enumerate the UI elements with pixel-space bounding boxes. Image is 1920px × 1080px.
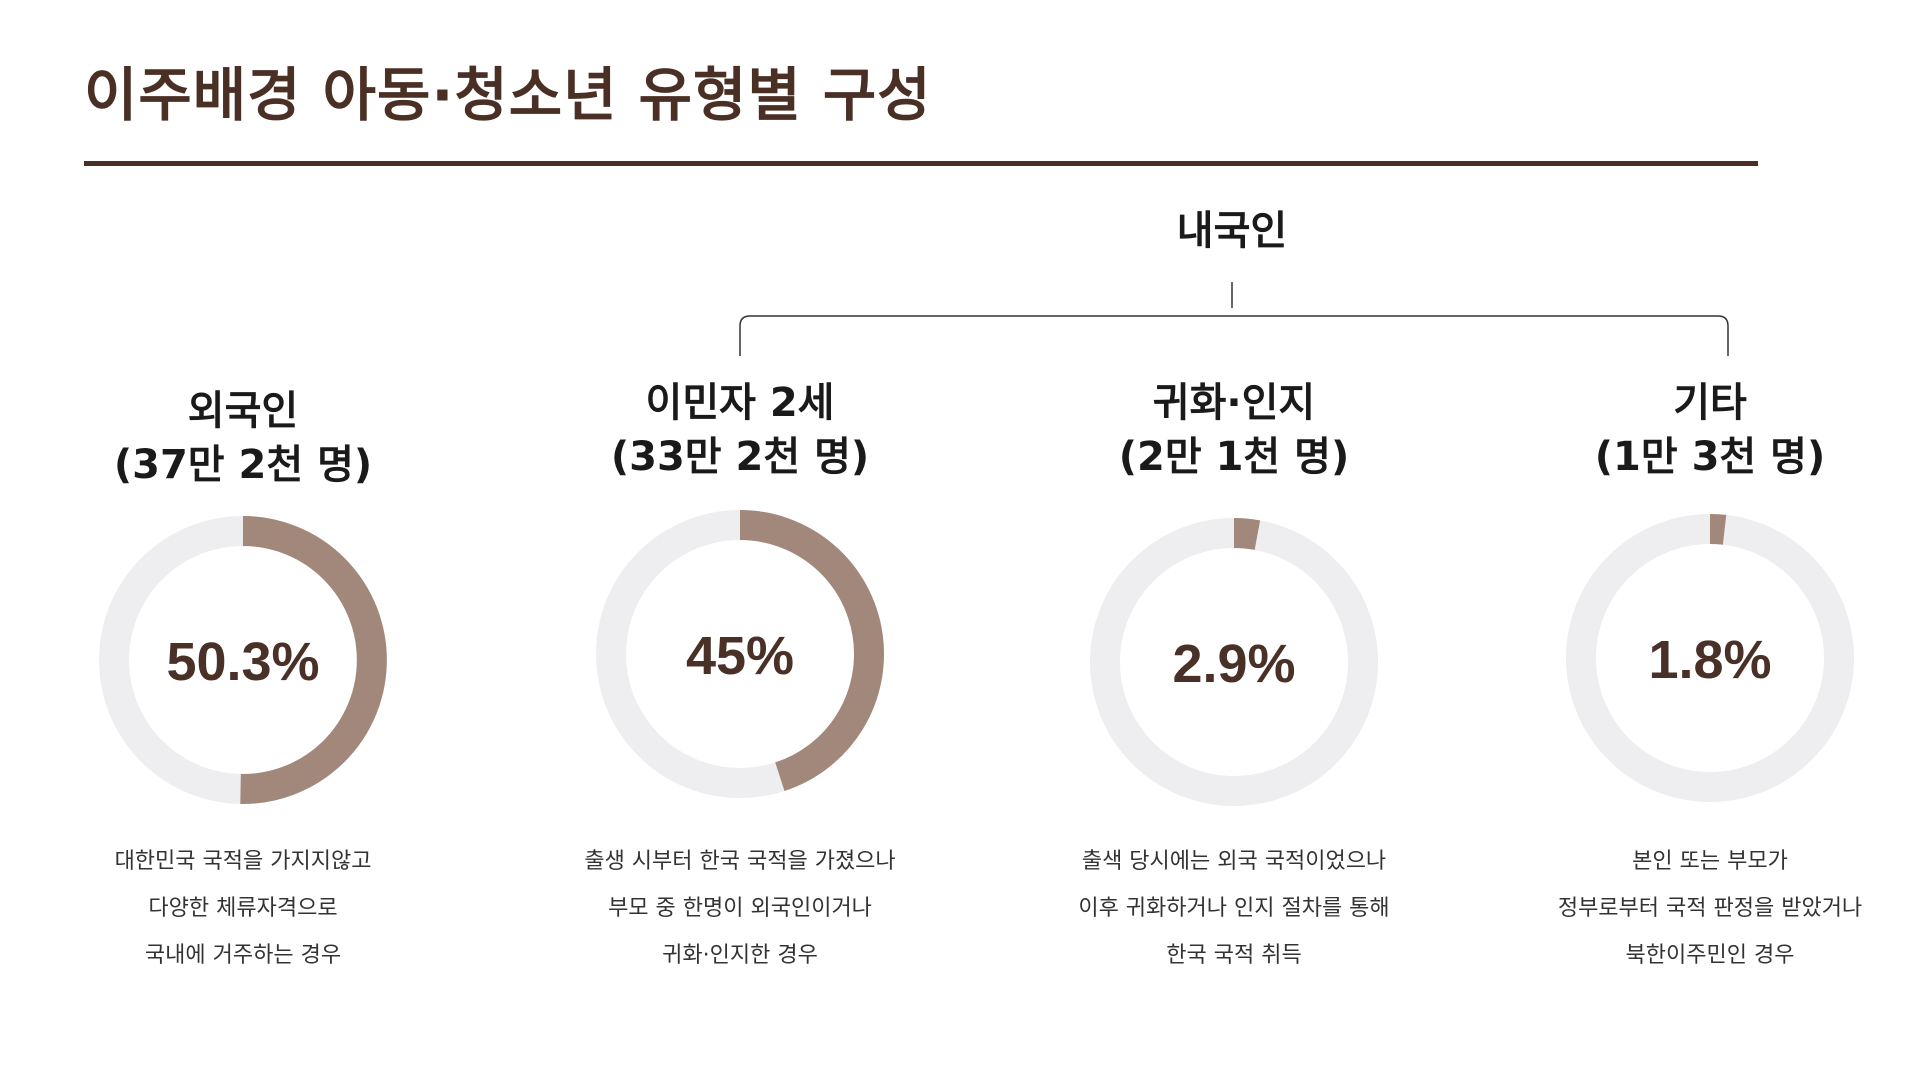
desc-line: 정부로부터 국적 판정을 받았거나 [1557,896,1863,921]
card-name: 이민자 2세 [645,380,835,426]
desc-line: 북한이주민인 경우 [1625,943,1795,968]
donut-chart: 45% [596,510,884,798]
bracket-line [739,315,1729,356]
card-foreigner: 외국인 (37만 2천 명) 50.3% 대한민국 국적을 가지지않고 다양한 … [33,384,453,979]
desc-line: 국내에 거주하는 경우 [144,943,342,968]
donut-chart: 1.8% [1566,513,1854,802]
desc-line: 부모 중 한명이 외국인이거나 [608,896,872,921]
page-title: 이주배경 아동·청소년 유형별 구성 [84,61,932,129]
desc-line: 본인 또는 부모가 [1632,849,1788,874]
card-name: 기타 [1673,380,1747,426]
donut-arc-second-generation [739,510,884,791]
card-naturalized: 귀화·인지 (2만 1천 명) 2.9% 출색 당시에는 외국 국적이었으나 이… [1024,376,1444,979]
card-name: 귀화·인지 [1152,380,1316,426]
card-count: (33만 2천 명) [610,434,870,480]
donut-value-label: 2.9% [1172,634,1295,694]
card-description: 출생 시부터 한국 국적을 가졌으나 부모 중 한명이 외국인이거나 귀화·인지… [530,838,950,979]
donut-value-label: 45% [686,626,794,686]
desc-line: 출생 시부터 한국 국적을 가졌으나 [584,849,896,874]
desc-line: 귀화·인지한 경우 [662,943,818,968]
card-other: 기타 (1만 3천 명) 1.8% 본인 또는 부모가 정부로부터 국적 판정을… [1500,376,1920,979]
card-name: 외국인 [187,388,299,434]
card-count: (37만 2천 명) [113,442,373,488]
card-second-generation: 이민자 2세 (33만 2천 명) 45% 출생 시부터 한국 국적을 가졌으나… [530,376,950,979]
donut-chart: 50.3% [99,516,387,804]
donut-arc-foreigner [240,516,387,804]
desc-line: 출색 당시에는 외국 국적이었으나 [1081,849,1387,874]
card-description: 출색 당시에는 외국 국적이었으나 이후 귀화하거나 인지 절차를 통해 한국 … [1024,838,1444,979]
title-divider [84,161,1758,166]
card-description: 본인 또는 부모가 정부로부터 국적 판정을 받았거나 북한이주민인 경우 [1500,838,1920,979]
donut-value-label: 1.8% [1648,630,1771,690]
donut-chart: 2.9% [1090,518,1378,806]
donut-arc-naturalized [1233,518,1261,550]
donut-value-label: 50.3% [166,632,319,692]
card-count: (1만 3천 명) [1594,434,1826,480]
card-description: 대한민국 국적을 가지지않고 다양한 체류자격으로 국내에 거주하는 경우 [33,838,453,979]
donut-arc-other [1709,513,1727,545]
desc-line: 이후 귀화하거나 인지 절차를 통해 [1078,896,1390,921]
desc-line: 대한민국 국적을 가지지않고 [114,849,372,874]
group-label-domestic: 내국인 [1176,208,1288,254]
card-count: (2만 1천 명) [1118,434,1350,480]
desc-line: 한국 국적 취득 [1166,943,1302,968]
desc-line: 다양한 체류자격으로 [148,896,338,921]
